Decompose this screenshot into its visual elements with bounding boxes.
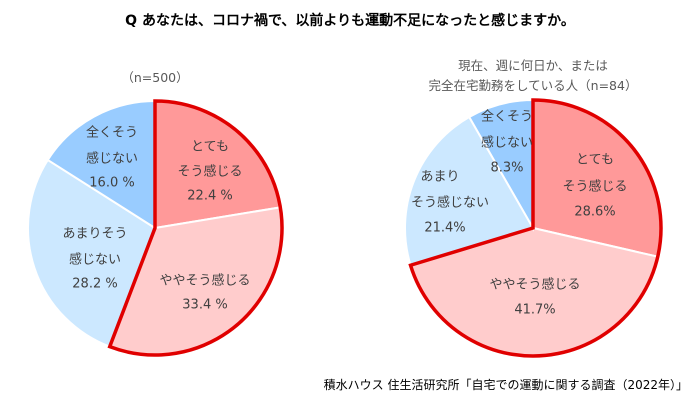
pie2-slice-1-label: とても	[576, 152, 614, 168]
source-note: 積水ハウス 住生活研究所「自宅での運動に関する調査（2022年）」	[323, 378, 688, 392]
left-pie-subtitle: （n=500）	[121, 70, 189, 85]
chart-title: Q あなたは、コロナ禍で、以前よりも運動不足になったと感じますか。	[125, 13, 575, 29]
pie2-slice-3	[404, 115, 535, 267]
pie1-slice-1-label: とても	[191, 139, 229, 155]
pie1-slice-3-label: 感じない	[68, 252, 122, 268]
pie1-slice-4-label: 全くそう	[85, 125, 139, 141]
pie2-slice-3-value: 21.4%	[424, 220, 466, 236]
pie1-slice-3-value: 28.2 %	[72, 276, 118, 292]
right-pie-subtitle-line2: 完全在宅勤務をしている人（n=84）	[428, 78, 638, 93]
right-pie-subtitle-line1: 現在、週に何日か、または	[458, 58, 608, 73]
pie2-slice-3-label: そう感じない	[410, 195, 490, 211]
pie1-slice-2-label: ややそう感じる	[159, 273, 251, 289]
pie2-highlight-outline	[408, 98, 663, 358]
pie1-slice-2-value: 33.4 %	[182, 297, 228, 313]
pie2-slice-1-label: そう感じる	[562, 179, 628, 195]
pie2-slice-4-label: 感じない	[480, 135, 534, 151]
pie1-slice-3-label: あまりそう	[62, 226, 128, 242]
pie1-slice-1-value: 22.4 %	[187, 188, 233, 204]
pie1-slice-4-value: 16.0 %	[89, 175, 135, 191]
pie1-slice-3	[27, 158, 157, 348]
pie2-slice-4-value: 8.3%	[490, 160, 524, 176]
pie2-slice-2-label: ややそう感じる	[489, 277, 581, 293]
pie2-slice-1-value: 28.6%	[574, 204, 616, 220]
pie1-slice-1-label: そう感じる	[177, 164, 243, 180]
pie2-slice-2-value: 41.7%	[514, 302, 556, 318]
pie1-highlight-outline	[107, 99, 284, 357]
pie1-slice-4-label: 感じない	[85, 151, 139, 167]
pie1-slice-4	[46, 99, 156, 230]
pie2-slice-3-label: あまり	[420, 169, 460, 185]
pie2-slice-4-label: 全くそう	[480, 109, 534, 125]
